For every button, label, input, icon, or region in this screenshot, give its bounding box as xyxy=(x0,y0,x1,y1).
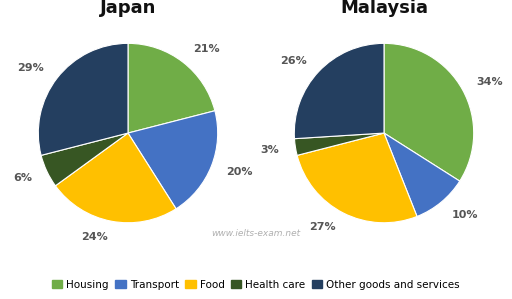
Text: 24%: 24% xyxy=(81,232,108,242)
Legend: Housing, Transport, Food, Health care, Other goods and services: Housing, Transport, Food, Health care, O… xyxy=(48,275,464,294)
Text: 10%: 10% xyxy=(452,210,478,219)
Wedge shape xyxy=(294,43,384,139)
Text: 26%: 26% xyxy=(280,56,307,65)
Wedge shape xyxy=(128,43,215,133)
Text: www.ielts-exam.net: www.ielts-exam.net xyxy=(211,229,301,238)
Text: 29%: 29% xyxy=(17,63,45,73)
Wedge shape xyxy=(38,43,128,155)
Wedge shape xyxy=(297,133,417,223)
Wedge shape xyxy=(294,133,384,155)
Title: Malaysia: Malaysia xyxy=(340,0,428,17)
Text: 3%: 3% xyxy=(261,145,280,155)
Title: Japan: Japan xyxy=(100,0,156,17)
Wedge shape xyxy=(55,133,176,223)
Text: 6%: 6% xyxy=(13,173,32,183)
Wedge shape xyxy=(384,133,460,216)
Text: 27%: 27% xyxy=(309,222,336,232)
Wedge shape xyxy=(41,133,128,186)
Wedge shape xyxy=(384,43,474,181)
Wedge shape xyxy=(128,111,218,209)
Text: 20%: 20% xyxy=(226,167,253,177)
Text: 21%: 21% xyxy=(193,45,220,54)
Text: 34%: 34% xyxy=(477,77,503,87)
